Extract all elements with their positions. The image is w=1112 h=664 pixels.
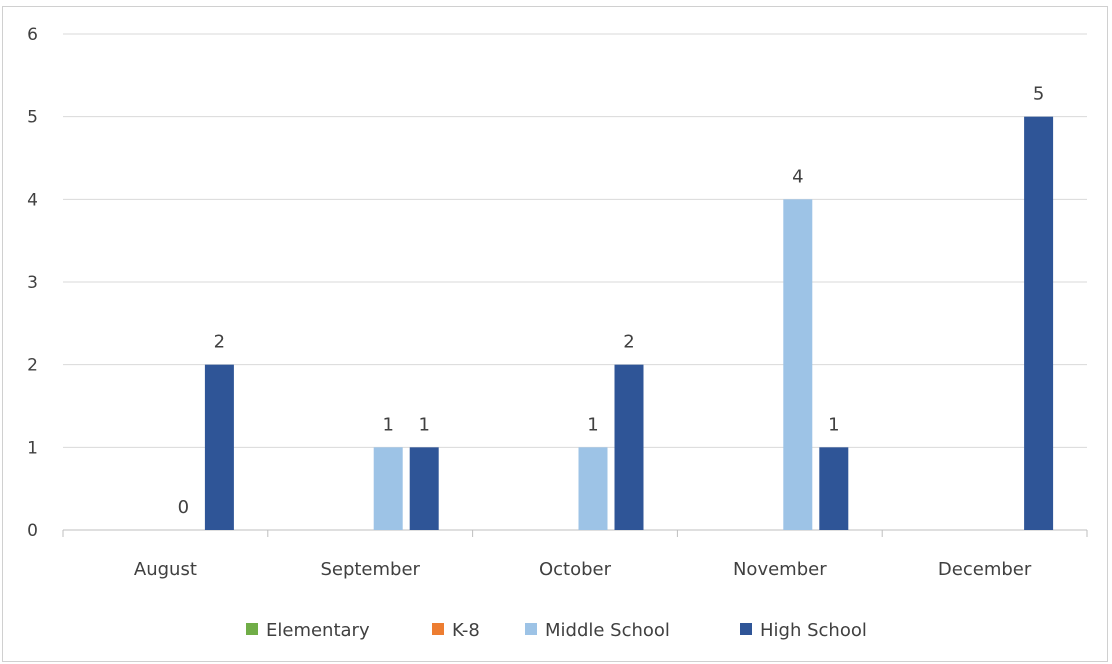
legend-swatch-elementary bbox=[246, 623, 258, 635]
category-label-august: August bbox=[134, 559, 197, 580]
y-tick-label: 5 bbox=[27, 108, 38, 128]
legend-label-middle-school: Middle School bbox=[545, 620, 670, 641]
bar-middle-school-november bbox=[783, 199, 813, 531]
data-label: 0 bbox=[178, 497, 189, 518]
data-label: 4 bbox=[792, 166, 803, 187]
bar-high-school-august bbox=[204, 364, 234, 530]
y-tick-label: 0 bbox=[27, 521, 38, 541]
y-tick-label: 3 bbox=[27, 273, 38, 293]
data-label: 1 bbox=[587, 414, 598, 435]
data-label: 5 bbox=[1033, 84, 1044, 105]
category-label-december: December bbox=[938, 559, 1032, 580]
y-tick-label: 1 bbox=[27, 438, 38, 458]
data-label: 2 bbox=[214, 332, 225, 353]
data-label: 2 bbox=[623, 332, 634, 353]
bar-middle-school-october bbox=[578, 447, 608, 530]
legend-label-k-8: K-8 bbox=[452, 620, 480, 641]
y-tick-label: 2 bbox=[27, 356, 38, 376]
data-label: 1 bbox=[418, 414, 429, 435]
legend-swatch-k-8 bbox=[432, 623, 444, 635]
bar-high-school-november bbox=[819, 447, 849, 530]
y-tick-label: 6 bbox=[27, 25, 38, 45]
chart-frame bbox=[2, 6, 1108, 662]
y-tick-label: 4 bbox=[27, 190, 38, 210]
bar-middle-school-september bbox=[373, 447, 403, 530]
legend-label-elementary: Elementary bbox=[266, 620, 370, 641]
bar-high-school-september bbox=[409, 447, 439, 530]
legend-swatch-high-school bbox=[740, 623, 752, 635]
category-label-september: September bbox=[320, 559, 420, 580]
data-label: 1 bbox=[828, 414, 839, 435]
data-label: 1 bbox=[382, 414, 393, 435]
bar-high-school-december bbox=[1024, 116, 1054, 531]
legend-label-high-school: High School bbox=[760, 620, 867, 641]
category-label-october: October bbox=[539, 559, 612, 580]
legend-swatch-middle-school bbox=[525, 623, 537, 635]
category-label-november: November bbox=[733, 559, 827, 580]
bar-high-school-october bbox=[614, 364, 644, 530]
